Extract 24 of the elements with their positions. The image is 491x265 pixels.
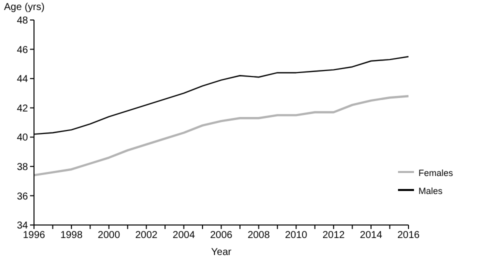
x-axis-title: Year	[211, 247, 232, 258]
x-tick-label: 1996	[22, 230, 46, 242]
x-tick-label: 2002	[135, 230, 158, 242]
y-tick-label: 40	[16, 132, 28, 144]
x-tick-label: 2014	[360, 230, 383, 242]
y-tick-label: 44	[16, 74, 28, 86]
x-tick-label: 2000	[98, 230, 120, 242]
y-tick-label: 36	[16, 191, 28, 202]
y-tick-label: 34	[16, 220, 28, 232]
line-series	[34, 95, 408, 176]
x-tick-label: 2010	[285, 230, 308, 242]
y-axis-title: Age (yrs)	[4, 2, 45, 13]
x-tick-label: 2012	[322, 230, 346, 242]
y-tick-label: 48	[16, 16, 28, 27]
y-tick-label: 46	[16, 44, 28, 56]
legend-label: Males	[418, 186, 442, 196]
x-tick-label: 2008	[248, 230, 270, 242]
y-tick-label: 38	[16, 162, 28, 173]
y-tick-label: 42	[16, 103, 28, 114]
x-tick-label: 2004	[172, 230, 196, 242]
x-tick-label: 2006	[210, 230, 233, 242]
x-tick-label: 1998	[60, 230, 84, 242]
x-tick-label: 2016	[397, 230, 420, 242]
legend-label: Females	[418, 168, 453, 178]
